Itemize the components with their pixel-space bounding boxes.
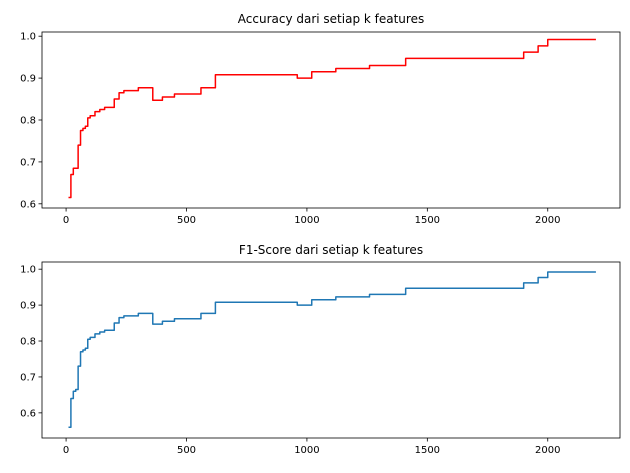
f1-score-y-tick-label: 1.0 xyxy=(20,265,36,276)
accuracy-x-tick-label: 1000 xyxy=(294,215,319,226)
accuracy-series xyxy=(68,38,596,199)
accuracy-y-tick-label: 0.8 xyxy=(20,116,36,127)
f1-score-line xyxy=(68,271,596,428)
accuracy-line xyxy=(68,38,596,199)
accuracy-x-tick-label: 1500 xyxy=(415,215,440,226)
accuracy-subplot: Accuracy dari setiap k features 0 500 1000… xyxy=(20,12,621,226)
accuracy-x-tick-label: 500 xyxy=(177,215,196,226)
accuracy-axes-frame xyxy=(41,31,621,209)
f1-score-y-tick-label: 0.7 xyxy=(20,372,36,383)
accuracy-y-tick-label: 1.0 xyxy=(20,32,36,43)
accuracy-x-axis-ticks: 0 500 1000 1500 2000 xyxy=(63,208,560,226)
f1-score-chart-title: F1-Score dari setiap k features xyxy=(239,243,423,257)
f1-score-x-tick-label: 1000 xyxy=(294,445,319,456)
accuracy-chart-title: Accuracy dari setiap k features xyxy=(238,12,424,26)
f1-score-x-tick-label: 2000 xyxy=(535,445,560,456)
accuracy-x-tick-label: 0 xyxy=(63,215,69,226)
f1-score-series xyxy=(68,271,596,428)
f1-score-y-tick-label: 0.8 xyxy=(20,337,36,348)
f1-score-axes-frame xyxy=(41,261,621,439)
f1-score-x-tick-label: 0 xyxy=(63,445,69,456)
f1-score-x-axis-ticks: 0 500 1000 1500 2000 xyxy=(63,438,560,456)
accuracy-y-tick-label: 0.9 xyxy=(20,74,36,85)
accuracy-y-tick-label: 0.7 xyxy=(20,157,36,168)
f1-score-x-tick-label: 500 xyxy=(177,445,196,456)
accuracy-y-tick-label: 0.6 xyxy=(20,199,36,210)
f1-score-y-tick-label: 0.9 xyxy=(20,301,36,312)
accuracy-y-axis-ticks: 0.6 0.7 0.8 0.9 1.0 xyxy=(20,32,42,210)
f1-score-x-tick-label: 1500 xyxy=(415,445,440,456)
accuracy-x-tick-label: 2000 xyxy=(535,215,560,226)
f1-score-y-axis-ticks: 0.6 0.7 0.8 0.9 1.0 xyxy=(20,265,42,419)
f1-score-y-tick-label: 0.6 xyxy=(20,408,36,419)
f1-score-subplot: F1-Score dari setiap k features 0 500 1000… xyxy=(20,243,621,456)
